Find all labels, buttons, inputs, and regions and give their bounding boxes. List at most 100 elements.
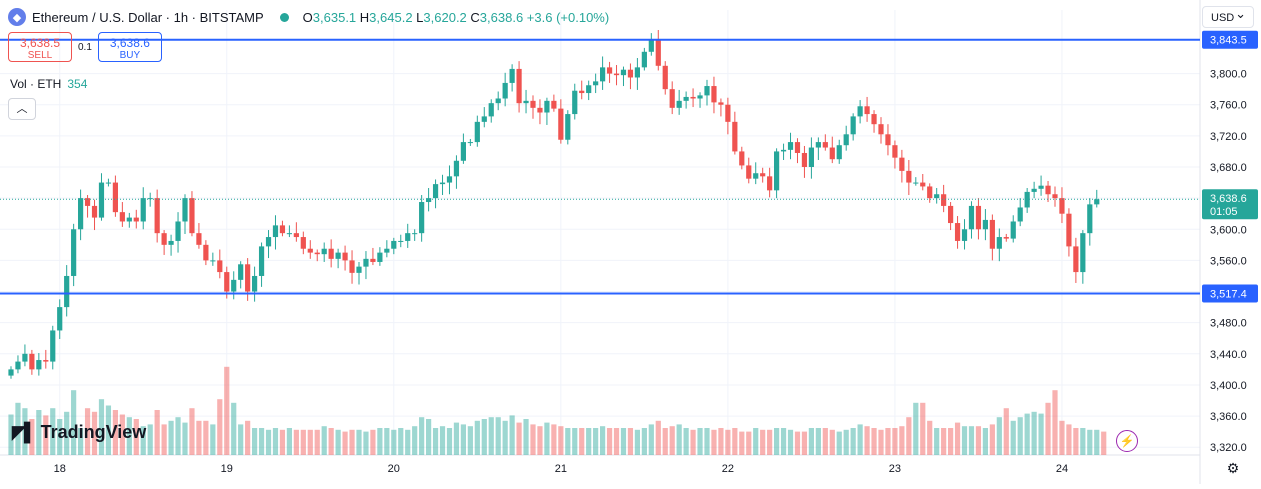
candle	[509, 68, 515, 83]
candle	[857, 106, 863, 117]
volume-bar	[586, 428, 592, 455]
tradingview-mark-icon: ◤▌	[12, 422, 37, 442]
volume-bar	[808, 428, 814, 455]
candle	[850, 116, 856, 135]
volume-bar	[453, 422, 460, 455]
candle	[948, 205, 954, 224]
volume-bar	[885, 428, 891, 455]
candle	[634, 67, 640, 78]
volume-bar	[579, 428, 585, 455]
volume-bar	[265, 429, 272, 455]
volume-bar	[704, 428, 710, 455]
candle	[252, 275, 258, 292]
volume-bar	[210, 424, 216, 455]
volume-bar	[1066, 424, 1072, 455]
volume-bar	[91, 411, 98, 455]
volume-bar	[739, 431, 745, 455]
candle	[704, 86, 710, 96]
candle	[1059, 198, 1065, 214]
candle	[43, 360, 49, 362]
volume-bar	[780, 428, 787, 455]
candle	[871, 114, 877, 125]
volume-bar	[71, 390, 77, 455]
candle	[613, 73, 620, 76]
candle	[961, 229, 968, 241]
candle	[258, 246, 265, 276]
candle	[265, 237, 272, 247]
volume-bar	[245, 420, 251, 455]
volume-bar	[84, 408, 91, 455]
candle	[913, 182, 919, 184]
candle	[217, 260, 223, 273]
volume-bar	[231, 402, 237, 455]
volume-bar	[29, 419, 35, 455]
volume-bar	[906, 417, 912, 455]
volume-bar	[655, 420, 661, 455]
volume-bar	[732, 428, 738, 455]
buy-button[interactable]: 3,638.6 BUY	[97, 32, 162, 62]
candle	[544, 100, 550, 113]
volume-bar	[760, 429, 766, 455]
volume-bar	[286, 428, 292, 455]
volume-bar	[398, 428, 404, 455]
volume-bar	[238, 424, 244, 455]
candle	[467, 142, 473, 144]
candle	[815, 142, 821, 148]
candle	[885, 134, 891, 146]
volume-bar	[43, 415, 49, 455]
candle	[8, 369, 14, 376]
candle	[71, 229, 77, 276]
currency-select[interactable]: USD	[1202, 3, 1254, 28]
candle	[300, 237, 306, 249]
candle	[321, 248, 327, 255]
volume-bar	[648, 424, 654, 455]
candle	[356, 266, 362, 273]
volume-bar	[697, 428, 703, 455]
volume-bar	[982, 428, 988, 455]
volume-bar	[272, 428, 279, 455]
gear-icon[interactable]: ⚙	[1226, 460, 1240, 476]
volume-bar	[975, 426, 982, 455]
candle	[620, 69, 627, 76]
symbol-title[interactable]: Ethereum / U.S. Dollar · 1h · BITSTAMP	[32, 9, 264, 25]
candle	[328, 248, 334, 259]
volume-bar	[711, 429, 717, 455]
lightning-icon[interactable]: ⚡	[1116, 430, 1138, 452]
candle	[690, 96, 696, 99]
volume-bar	[690, 429, 696, 455]
candle	[572, 90, 578, 115]
y-tick-label: 3,560.0	[1210, 255, 1247, 267]
volume-bar	[321, 426, 327, 455]
candle	[579, 90, 585, 94]
volume-bar	[133, 419, 139, 455]
candle	[363, 258, 369, 267]
candle	[22, 353, 28, 362]
candle	[843, 134, 849, 146]
candle	[78, 198, 84, 230]
horizontal-line-price-label: 3,517.4	[1210, 289, 1247, 301]
volume-bar	[467, 426, 473, 455]
candle	[335, 252, 341, 259]
horizontal-line-price-tag	[1202, 30, 1258, 49]
candle	[307, 248, 313, 253]
ethereum-icon: ◆	[8, 8, 26, 26]
volume-bar	[634, 429, 640, 455]
collapse-legend-button[interactable]: ︿	[8, 98, 36, 120]
candle	[384, 248, 390, 253]
volume-bar	[787, 429, 794, 455]
candle	[537, 107, 543, 113]
candle	[558, 108, 564, 140]
volume-bar	[189, 408, 195, 455]
candle	[927, 186, 933, 199]
candle	[314, 252, 320, 255]
candle	[606, 67, 613, 74]
symbol-legend: ◆ Ethereum / U.S. Dollar · 1h · BITSTAMP…	[8, 8, 609, 26]
volume-bar	[140, 426, 146, 455]
candle	[732, 121, 738, 152]
volume-bar	[1094, 429, 1100, 455]
candle	[342, 252, 348, 261]
candle	[286, 233, 292, 235]
sell-button[interactable]: 3,638.5 SELL	[8, 32, 72, 62]
